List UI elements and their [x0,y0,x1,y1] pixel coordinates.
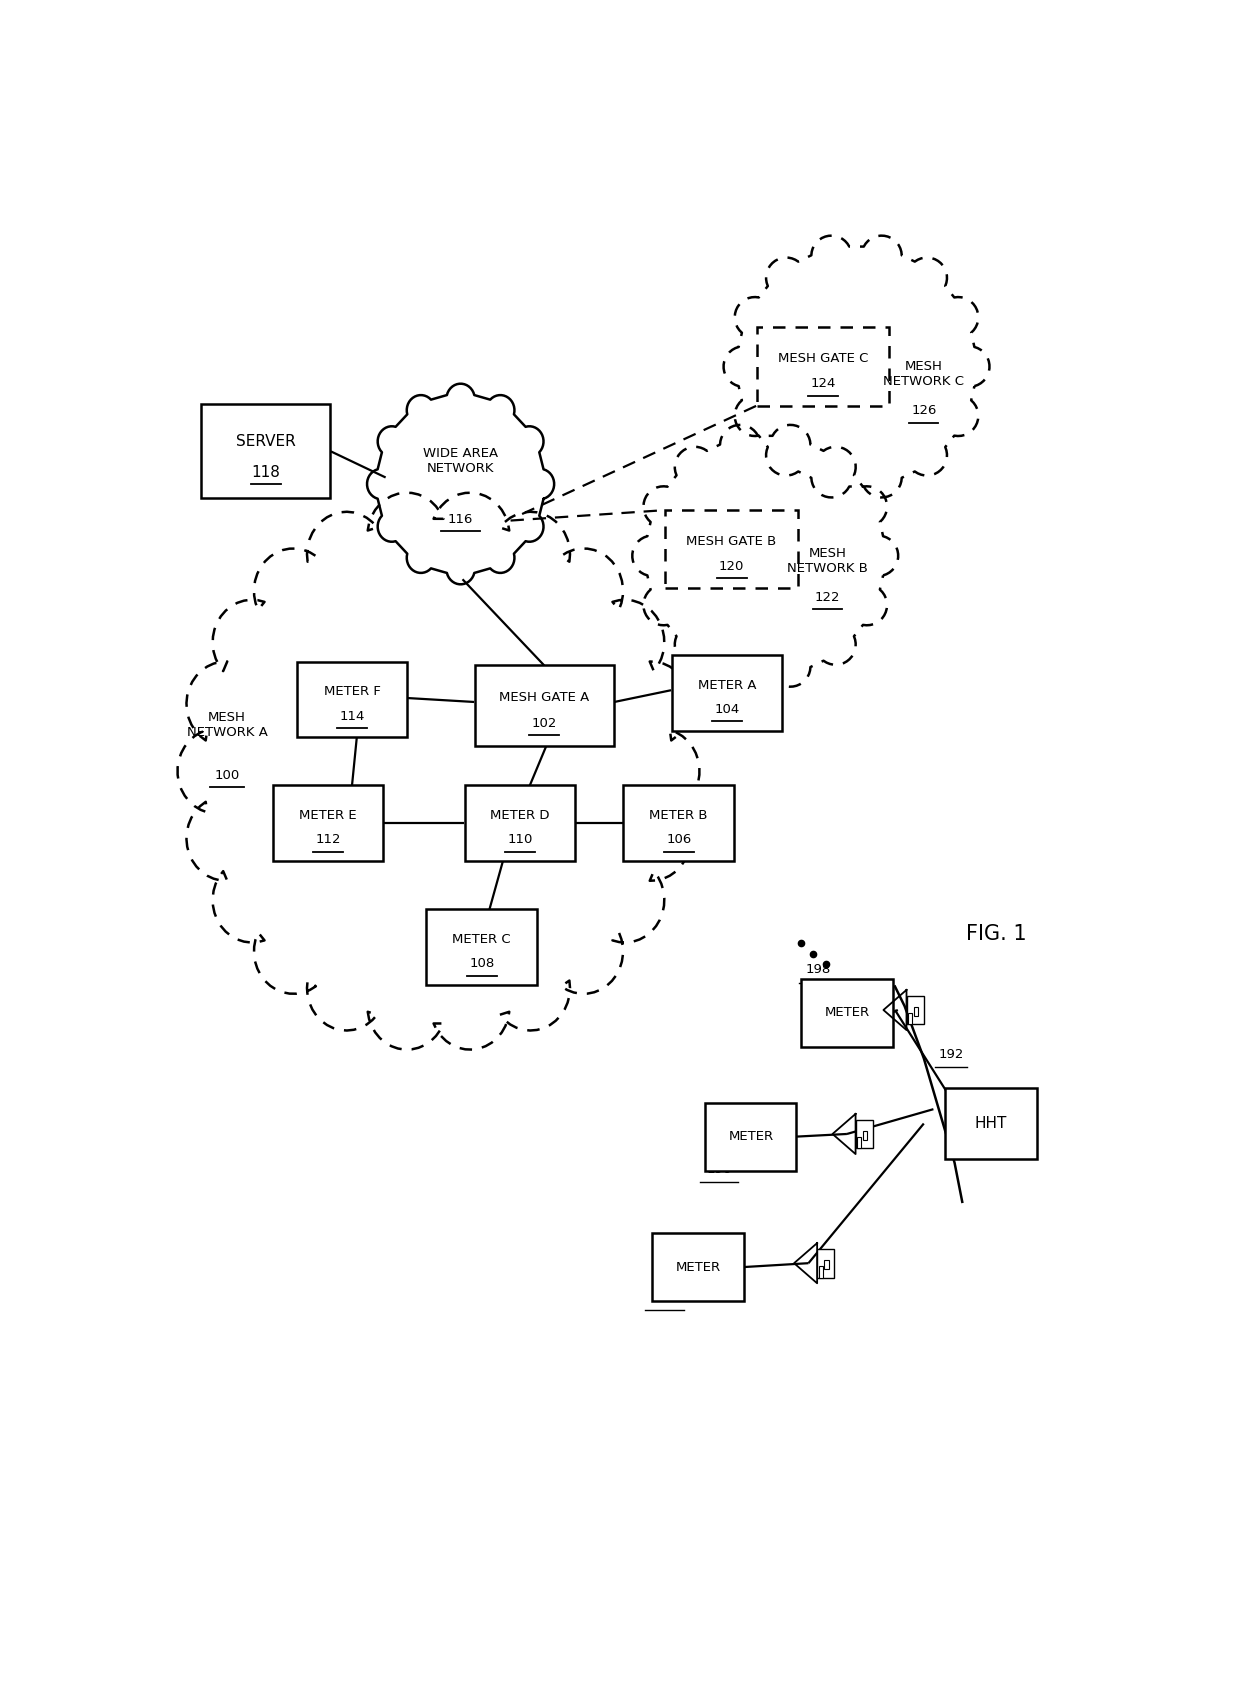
FancyBboxPatch shape [427,910,537,985]
Bar [857,1137,862,1148]
Text: METER: METER [676,1261,720,1273]
Text: MESH GATE A: MESH GATE A [498,692,589,705]
Text: 114: 114 [340,710,365,722]
Text: 102: 102 [532,717,557,731]
Text: 120: 120 [719,559,744,573]
Text: 194: 194 [652,1290,677,1303]
Text: METER A: METER A [698,678,756,692]
Text: 110: 110 [507,834,533,846]
Text: 122: 122 [815,592,841,603]
FancyBboxPatch shape [756,327,889,405]
Text: 106: 106 [666,834,692,846]
Text: 100: 100 [215,768,239,781]
FancyBboxPatch shape [465,785,575,861]
FancyBboxPatch shape [652,1234,744,1302]
FancyBboxPatch shape [945,1088,1037,1159]
Text: 196: 196 [707,1163,732,1176]
Text: MESH
NETWORK B: MESH NETWORK B [787,547,868,575]
Bar [825,1261,828,1270]
Text: HHT: HHT [975,1115,1007,1131]
Text: MESH GATE C: MESH GATE C [777,353,868,364]
Text: MESH
NETWORK C: MESH NETWORK C [883,361,965,388]
Bar [817,1249,835,1278]
Text: METER E: METER E [299,809,357,822]
Text: 124: 124 [810,378,836,390]
Text: METER F: METER F [324,685,381,698]
Text: MESH GATE B: MESH GATE B [687,536,776,547]
Text: METER: METER [728,1131,774,1142]
FancyBboxPatch shape [296,661,407,737]
Text: WIDE AREA
NETWORK: WIDE AREA NETWORK [423,446,498,475]
FancyBboxPatch shape [666,510,797,588]
Text: 192: 192 [939,1048,963,1061]
Text: METER: METER [825,1007,869,1019]
Text: 126: 126 [911,405,936,417]
Bar [914,1007,918,1015]
Text: METER B: METER B [650,809,708,822]
Bar [818,1266,823,1278]
Text: 104: 104 [714,703,739,715]
Text: METER D: METER D [491,809,549,822]
Text: SERVER: SERVER [236,434,295,449]
Text: METER C: METER C [453,934,511,946]
FancyBboxPatch shape [624,785,734,861]
Bar [908,1014,913,1024]
Bar [906,995,924,1024]
FancyBboxPatch shape [801,978,893,1046]
FancyBboxPatch shape [273,785,383,861]
Bar [863,1131,867,1139]
Text: 112: 112 [315,834,341,846]
FancyBboxPatch shape [672,654,782,731]
Bar [856,1120,873,1148]
Text: FIG. 1: FIG. 1 [966,924,1027,944]
FancyBboxPatch shape [706,1103,796,1171]
Text: 198: 198 [806,963,831,976]
Text: MESH
NETWORK A: MESH NETWORK A [187,712,268,739]
FancyBboxPatch shape [475,666,614,746]
Text: 108: 108 [469,958,495,971]
FancyBboxPatch shape [201,405,330,498]
Text: 116: 116 [448,514,474,525]
Text: 118: 118 [250,464,280,480]
